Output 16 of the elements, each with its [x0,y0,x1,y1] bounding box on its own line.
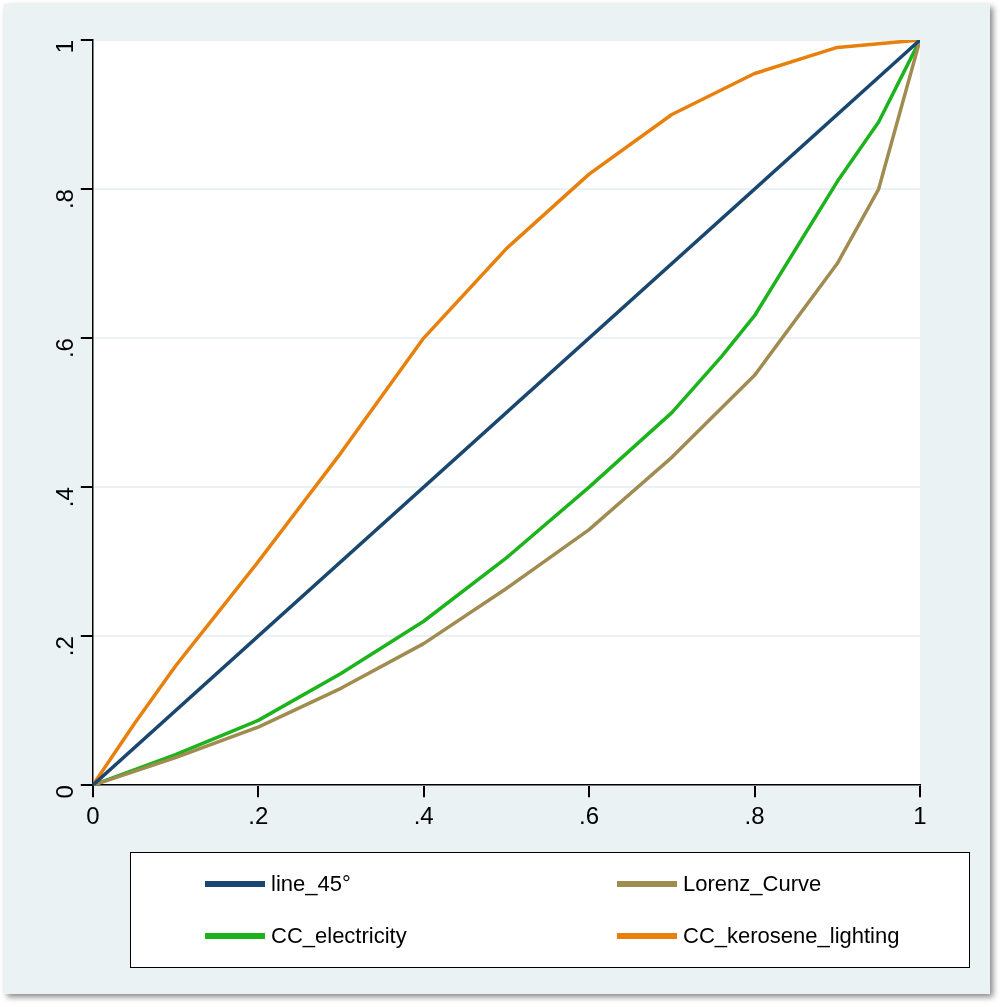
legend-label: CC_kerosene_lighting [683,923,900,949]
x-tick-label: .4 [413,802,434,830]
y-tick-label: .2 [51,636,79,657]
legend-label: line_45° [271,871,351,897]
legend-label: CC_electricity [271,923,407,949]
x-tick-label: 0 [86,802,100,830]
x-tick-label: 1 [913,802,927,830]
y-tick-label: 1 [51,40,79,54]
x-tick-label: .2 [248,802,269,830]
y-tick-label: .6 [51,338,79,359]
legend-label: Lorenz_Curve [683,871,822,897]
x-tick-label: .8 [744,802,765,830]
y-tick-label: .8 [51,189,79,210]
y-tick-label: 0 [51,785,79,799]
y-tick-label: .4 [51,487,79,508]
x-tick-label: .6 [579,802,600,830]
